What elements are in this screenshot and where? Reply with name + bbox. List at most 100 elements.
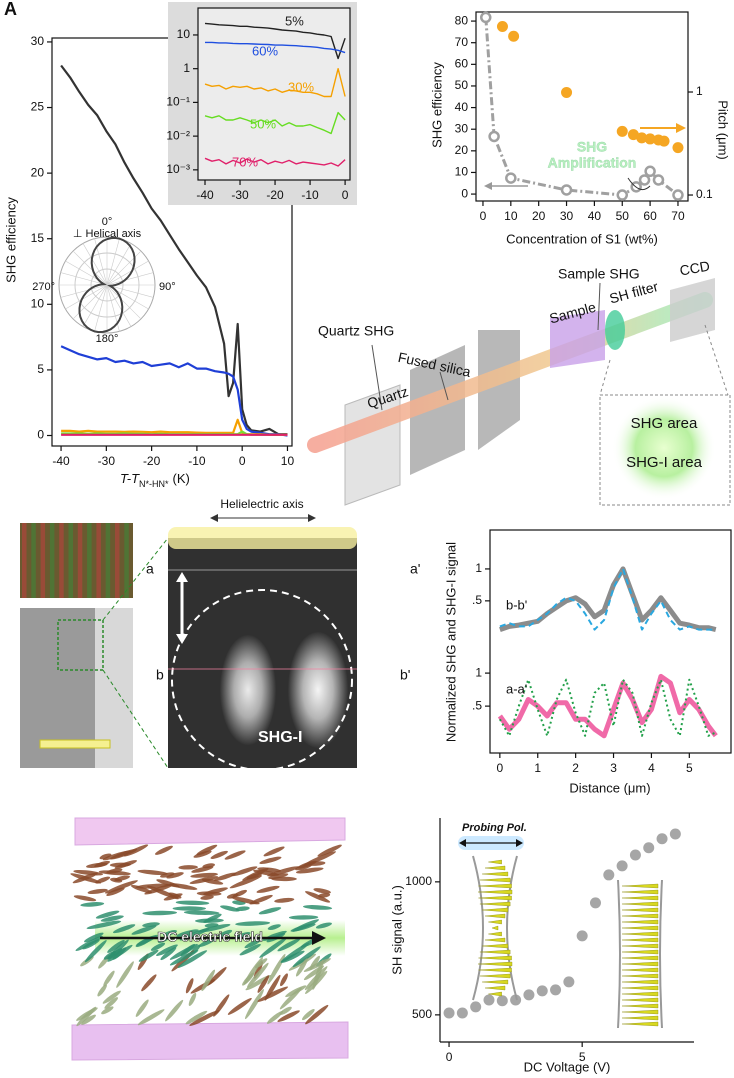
label: DC electric field (157, 929, 263, 945)
helix-wall (659, 879, 663, 1029)
series-label: 5% (285, 13, 304, 28)
label: SHG (365, 595, 400, 612)
molecule (75, 935, 103, 951)
series-line (497, 673, 718, 739)
molecule (116, 961, 134, 988)
y-tick-label: 20 (455, 143, 469, 157)
arrow-head (308, 514, 316, 522)
helix-cone (621, 913, 659, 919)
y2-tick-label: 1 (696, 84, 703, 98)
polar-angle: 270° (32, 281, 55, 293)
sh-filter (605, 310, 625, 350)
molecule (176, 929, 199, 937)
label: b (156, 667, 164, 683)
y-axis-label: SH signal (a.u.) (389, 885, 404, 975)
annotation: Amplification (548, 155, 637, 171)
point (644, 165, 656, 178)
polar-spoke (82, 284, 108, 327)
leader (597, 282, 601, 331)
label: CCD (678, 258, 711, 279)
x-tick-label: -20 (266, 188, 284, 202)
molecule (103, 970, 115, 987)
point (470, 1001, 482, 1013)
molecule (104, 880, 138, 894)
helix-cone (482, 907, 509, 913)
label: Sample SHG (558, 266, 640, 282)
helix-cone (621, 943, 659, 949)
molecule (292, 919, 320, 932)
molecule (257, 867, 281, 873)
molecule (178, 865, 198, 870)
helix-cone (621, 985, 659, 991)
point (644, 133, 656, 145)
polar-spoke (106, 284, 154, 298)
y-tick-label: 1 (475, 561, 482, 575)
molecule (259, 856, 282, 864)
polar-angle: 180° (96, 333, 119, 345)
point (616, 189, 629, 201)
series-line (60, 64, 288, 436)
leader (439, 371, 449, 401)
molecule (279, 987, 302, 1010)
point (483, 994, 495, 1006)
molecule (73, 870, 104, 876)
molecule (135, 883, 171, 889)
molecule (190, 872, 218, 878)
stripe (49, 523, 55, 598)
optical-image (20, 523, 133, 598)
point (561, 86, 573, 98)
helix-cone (484, 937, 506, 943)
x-tick-label: 4 (648, 761, 655, 775)
arrow-head (676, 123, 686, 133)
y-tick-label: 10 (177, 27, 191, 41)
helix-wall (506, 855, 518, 1001)
helix-cone (621, 997, 659, 1003)
molecule (142, 922, 160, 928)
helix-cone (621, 889, 659, 895)
molecule (259, 937, 287, 958)
y-tick-label: 30 (455, 121, 469, 135)
label: SHG area (631, 415, 698, 432)
x-tick-label: -40 (196, 188, 214, 202)
stripe (22, 523, 27, 598)
helix-cone (479, 973, 511, 979)
molecule (94, 860, 110, 868)
x-tick-label: 20 (532, 209, 546, 223)
arrow-head (176, 572, 188, 582)
y2-axis-label: Pitch (μm) (716, 100, 731, 160)
molecule (130, 885, 153, 894)
x-tick-label: -10 (188, 454, 206, 468)
molecule (135, 937, 152, 947)
label: a' (410, 561, 420, 577)
molecule (295, 864, 312, 871)
helix-cone (477, 889, 513, 895)
ccd (670, 278, 715, 342)
series-label: 60% (252, 43, 278, 58)
point (523, 989, 535, 1001)
polar-angle: 0° (102, 216, 113, 228)
y-tick-label: 1 (475, 665, 482, 679)
y-tick-label: 25 (31, 100, 45, 114)
polar-spoke (60, 284, 108, 298)
molecule (107, 948, 123, 960)
arrow (627, 177, 651, 191)
point (616, 125, 628, 137)
helix-cone (478, 895, 512, 901)
x-tick-label: 30 (560, 209, 574, 223)
x-tick-label: -40 (52, 454, 70, 468)
polar-spoke (106, 272, 154, 286)
y-tick-label: 15 (31, 231, 45, 245)
molecule (80, 902, 105, 907)
molecule (302, 1009, 315, 1021)
point (652, 174, 665, 186)
polar-spoke (106, 238, 120, 286)
molecule (292, 946, 321, 968)
molecule (177, 950, 208, 968)
molecule (175, 900, 210, 906)
lc-illustration: DC electric field (70, 817, 349, 1061)
y-tick-label: 10⁻³ (166, 162, 190, 176)
molecule (244, 938, 262, 949)
x-axis-label: Concentration of S1 (wt%) (506, 231, 658, 246)
x-tick-label: 10 (281, 454, 295, 468)
stripe (31, 523, 36, 598)
